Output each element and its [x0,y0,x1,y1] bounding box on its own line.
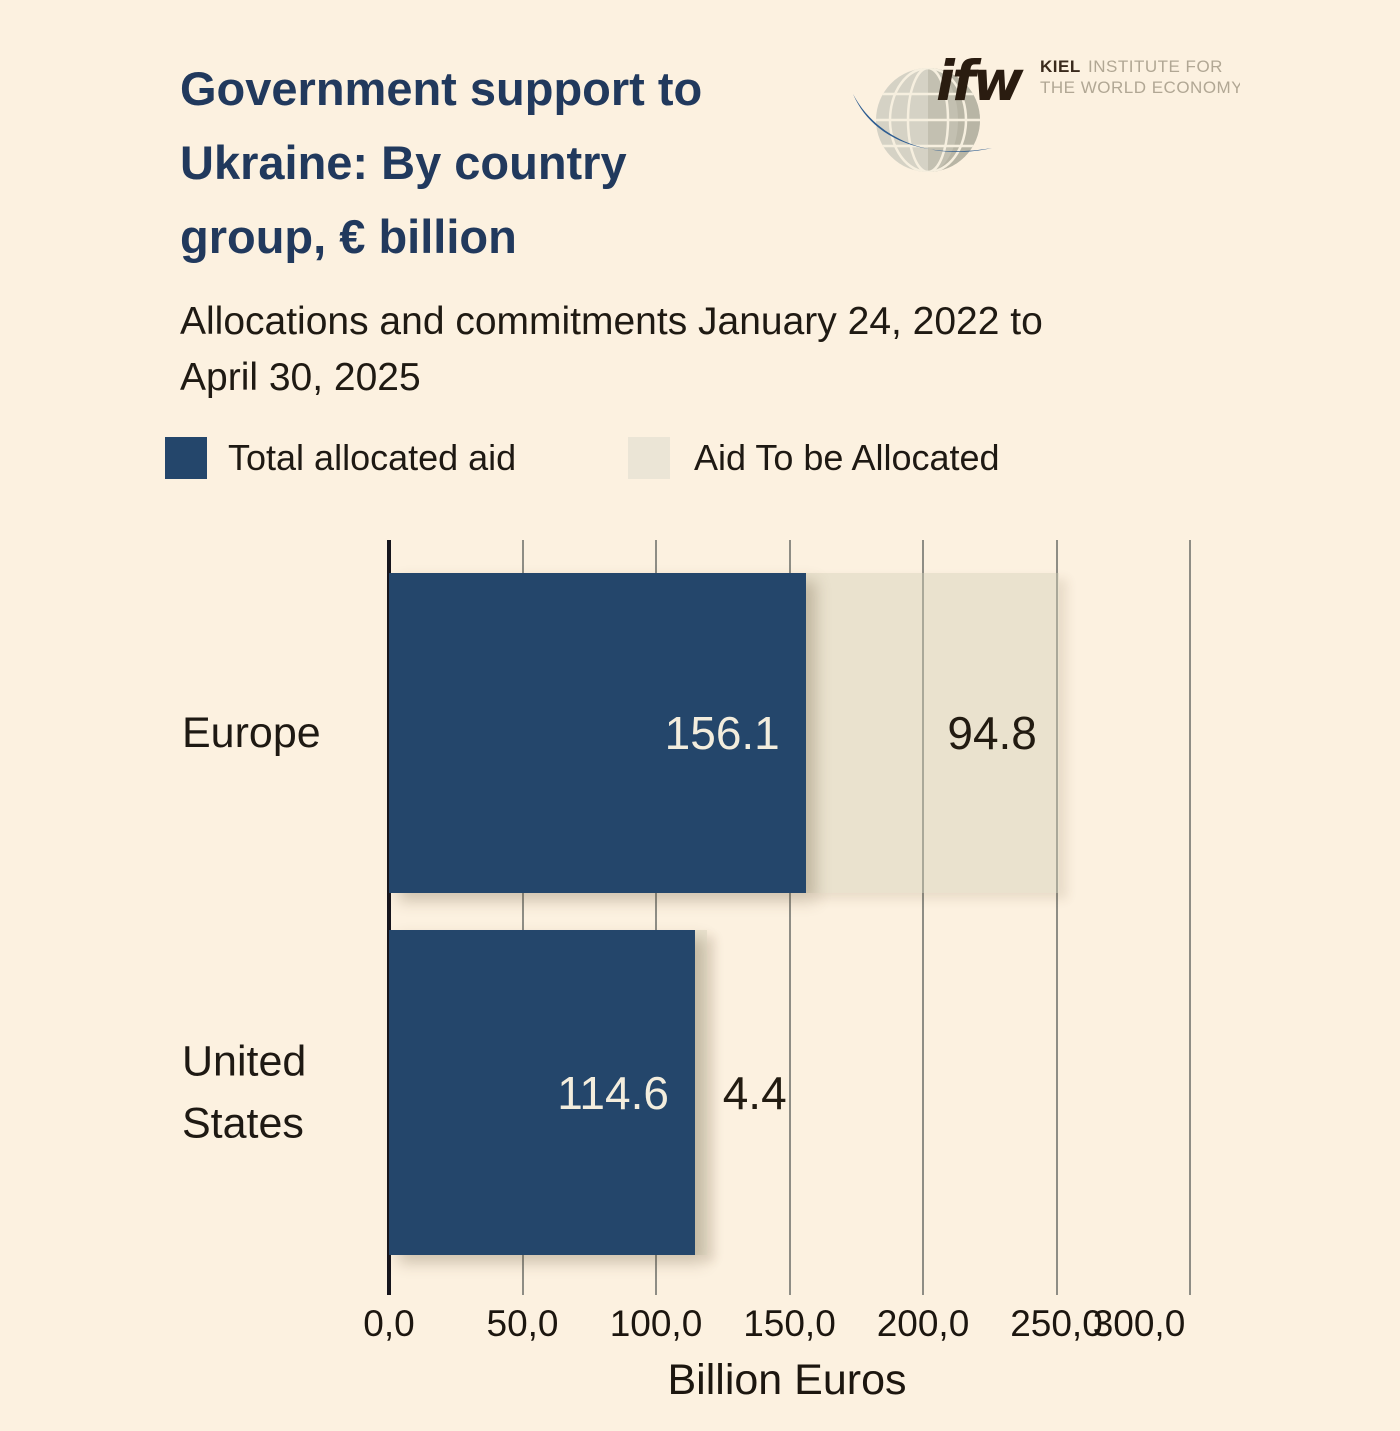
bar-united-states-to-be-allocated [694,930,707,1255]
legend-swatch-allocated [165,437,207,479]
kiel-institute-logo: ifw KIEL INSTITUTE FOR THE WORLD ECONOMY [853,49,1240,172]
category-label-united-states: United States [182,1037,307,1148]
x-tick-label: 100,0 [609,1303,703,1344]
globe-icon [853,68,992,172]
gridline [521,540,524,1295]
chart-subtitle: Allocations and commitments January 24, … [180,300,1043,399]
bar-value-label: 114.6 [557,1066,669,1119]
bar-europe-allocated [389,573,806,893]
bar-value-label: 94.8 [947,707,1037,759]
logo-org-word: KIEL [1040,57,1081,76]
bar-value-label: 4.4 [722,1066,787,1119]
logo-org-line1: INSTITUTE FOR [1088,57,1223,76]
x-tick-label: 150,0 [743,1303,836,1344]
x-axis-title: Billion Euros [667,1356,907,1404]
logo-wordmark: ifw [936,49,1024,113]
bar-value-label: 156.1 [664,707,780,759]
x-tick-label: 0,0 [363,1303,415,1344]
x-tick-label: 250,0 [1010,1303,1103,1344]
x-tick-label: 50,0 [486,1303,559,1344]
bar-europe-to-be-allocated [805,573,1059,893]
gridline [1055,540,1058,1295]
y-axis-line [387,540,391,1295]
gridline [788,540,791,1295]
gridline [655,540,657,1295]
category-label-europe: Europe [182,708,321,757]
gridline [922,540,924,1295]
x-tick-label: 300,0 [1092,1303,1186,1344]
legend-swatch-to-be-allocated [628,437,670,479]
logo-org-line2: THE WORLD ECONOMY [1040,78,1240,97]
legend-label-allocated: Total allocated aid [228,437,517,478]
x-tick-label: 200,0 [876,1303,970,1344]
bar-united-states-allocated [389,930,695,1255]
chart-title: Government support to Ukraine: By countr… [180,62,703,263]
legend-label-to-be-allocated: Aid To be Allocated [694,437,1000,478]
gridline [1189,540,1191,1295]
